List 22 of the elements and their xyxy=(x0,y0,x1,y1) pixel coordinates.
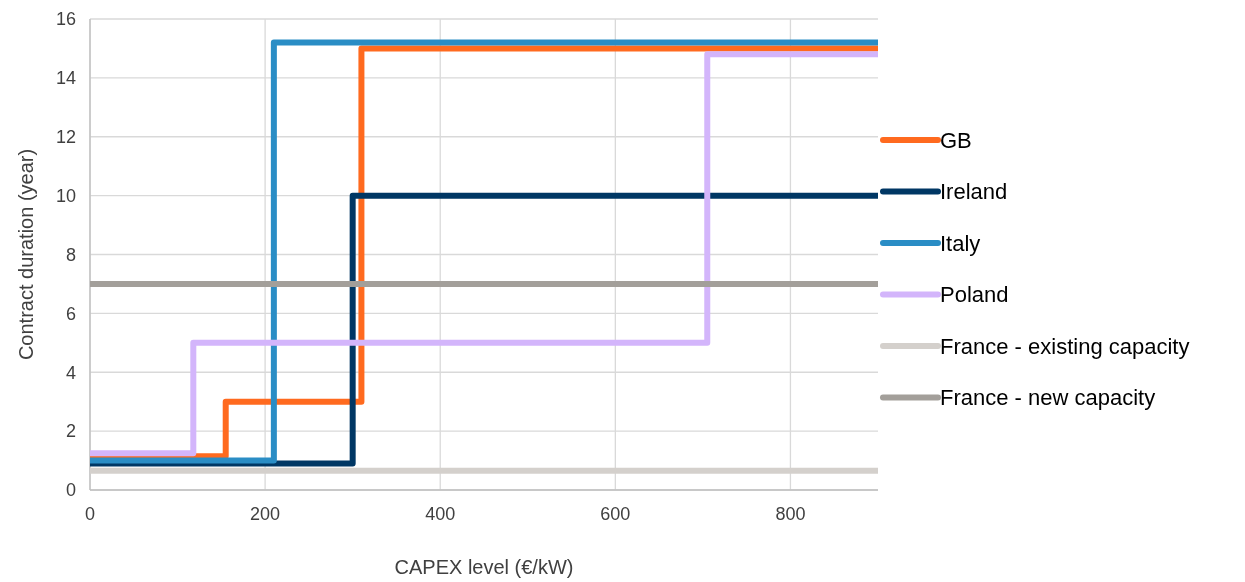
legend-label: GB xyxy=(940,127,972,153)
y-tick-label: 2 xyxy=(65,421,76,442)
y-tick-label: 10 xyxy=(55,185,76,206)
legend-label: Italy xyxy=(940,230,981,256)
x-tick-label: 400 xyxy=(425,504,456,524)
y-tick-label: 6 xyxy=(65,303,76,324)
y-tick-label: 14 xyxy=(55,68,76,89)
y-tick-label: 4 xyxy=(65,362,76,383)
x-tick-label: 0 xyxy=(84,504,96,524)
legend-label: France - existing capacity xyxy=(940,333,1190,359)
x-tick-label: 200 xyxy=(250,504,281,524)
y-tick-label: 0 xyxy=(65,480,76,501)
legend-label: Ireland xyxy=(940,179,1008,205)
y-tick-label: 16 xyxy=(55,9,76,30)
x-tick-label: 800 xyxy=(775,504,806,524)
x-axis-title: CAPEX level (€/kW) xyxy=(394,556,574,578)
y-axis-title: Contract duration (year) xyxy=(15,148,37,361)
x-tick-label: 600 xyxy=(600,504,631,524)
y-tick-label: 8 xyxy=(65,244,76,265)
legend-label: Poland xyxy=(940,282,1009,308)
legend-label: France - new capacity xyxy=(940,385,1156,411)
y-tick-label: 12 xyxy=(55,127,76,148)
